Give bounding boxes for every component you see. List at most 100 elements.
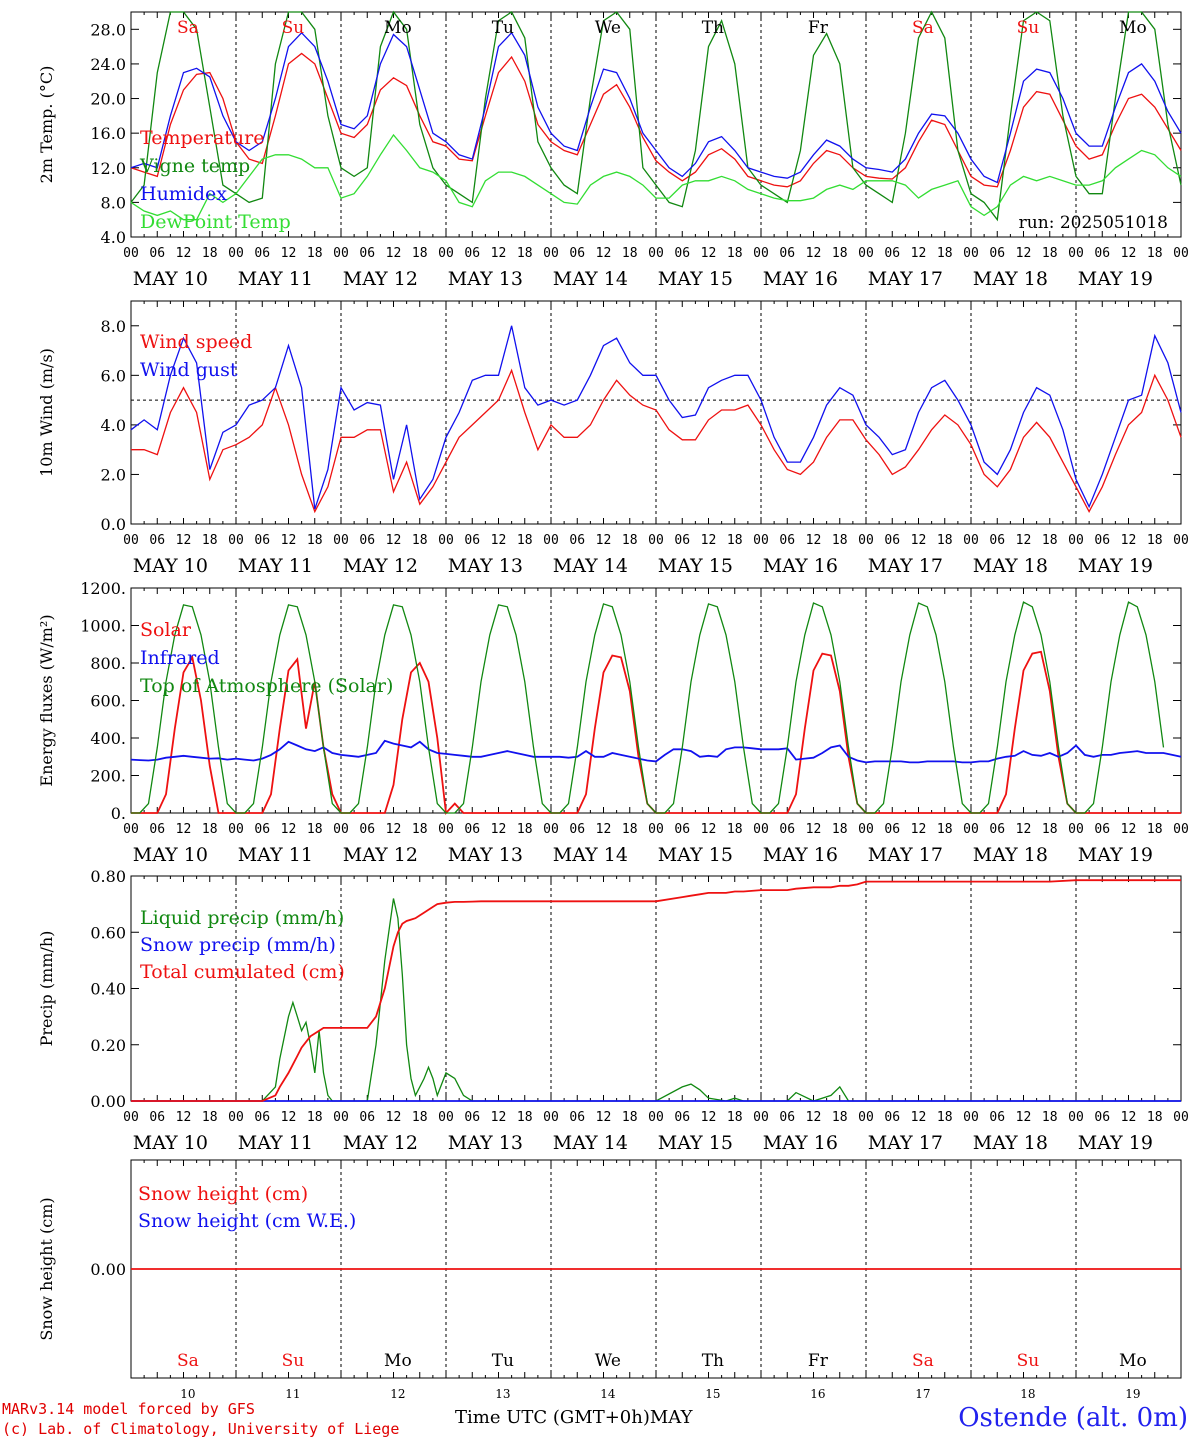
hour-label: 06 <box>989 1110 1005 1125</box>
day-number-label: 16 <box>810 1387 825 1401</box>
hour-label: 06 <box>779 246 795 261</box>
hour-label: 00 <box>438 822 454 837</box>
date-label: MAY 10 <box>133 268 208 290</box>
date-label: MAY 10 <box>133 555 208 577</box>
hour-label: 18 <box>622 1110 638 1125</box>
hour-label: 00 <box>1068 533 1084 548</box>
weekday-label: Sa <box>177 18 199 38</box>
hour-label: 18 <box>517 533 533 548</box>
date-label: MAY 16 <box>763 268 838 290</box>
hour-label: 18 <box>307 533 323 548</box>
hour-label: 12 <box>281 533 297 548</box>
legend-entry: Vigne temp <box>139 155 250 177</box>
hour-label: 12 <box>1016 246 1032 261</box>
weekday-label: Mo <box>384 1351 412 1371</box>
y-tick-label: 16.0 <box>90 124 126 143</box>
hour-label: 00 <box>228 1110 244 1125</box>
y-tick-label: 4.0 <box>101 416 126 435</box>
hour-label: 00 <box>333 533 349 548</box>
hour-label: 12 <box>176 1110 192 1125</box>
hour-label: 06 <box>464 822 480 837</box>
day-number-label: 15 <box>705 1387 720 1401</box>
hour-label: 06 <box>359 822 375 837</box>
plot-frame <box>130 587 1182 814</box>
date-label: MAY 18 <box>973 1132 1048 1154</box>
date-label: MAY 17 <box>868 268 943 290</box>
hour-label: 18 <box>202 246 218 261</box>
hour-label: 06 <box>359 246 375 261</box>
hour-label: 06 <box>254 822 270 837</box>
date-label: MAY 11 <box>238 844 313 866</box>
hour-label: 18 <box>622 246 638 261</box>
hour-label: 12 <box>176 533 192 548</box>
series-wind-speed <box>131 368 1182 514</box>
date-label: MAY 18 <box>973 555 1048 577</box>
hour-label: 12 <box>1016 1110 1032 1125</box>
hour-label: 12 <box>491 822 507 837</box>
y-tick-label: 8.0 <box>101 193 126 212</box>
hour-label: 06 <box>1094 246 1110 261</box>
hour-label: 12 <box>386 533 402 548</box>
hour-label: 06 <box>464 533 480 548</box>
hour-label: 18 <box>1042 533 1058 548</box>
day-number-label: 17 <box>915 1387 930 1401</box>
weekday-label: Mo <box>1119 1351 1147 1371</box>
hour-label: 00 <box>753 822 769 837</box>
date-label: MAY 12 <box>343 844 418 866</box>
hour-label: 12 <box>701 1110 717 1125</box>
hour-label: 06 <box>569 533 585 548</box>
y-tick-label: 800. <box>90 654 126 673</box>
hour-label: 18 <box>622 822 638 837</box>
time-axis-month: MAY <box>649 1407 693 1428</box>
date-label: MAY 14 <box>553 555 628 577</box>
y-tick-label: 4.0 <box>101 228 126 247</box>
hour-label: 18 <box>937 246 953 261</box>
hour-label: 12 <box>176 822 192 837</box>
hour-label: 06 <box>149 822 165 837</box>
hour-label: 18 <box>622 533 638 548</box>
y-tick-label: 0. <box>111 804 126 823</box>
date-label: MAY 12 <box>343 1132 418 1154</box>
hour-label: 18 <box>202 822 218 837</box>
date-label: MAY 11 <box>238 555 313 577</box>
hour-label: 00 <box>858 246 874 261</box>
y-tick-label: 12.0 <box>90 159 126 178</box>
y-tick-label: 24.0 <box>90 55 126 74</box>
hour-label: 00 <box>648 1110 664 1125</box>
hour-label: 18 <box>937 533 953 548</box>
series-top-of-atmosphere-solar- <box>131 601 1165 814</box>
hour-label: 12 <box>596 246 612 261</box>
weekday-label: Su <box>282 18 305 38</box>
hour-label: 12 <box>1121 822 1137 837</box>
hour-label: 18 <box>727 533 743 548</box>
hour-label: 12 <box>1016 822 1032 837</box>
date-label: MAY 18 <box>973 268 1048 290</box>
legend-entry: Solar <box>140 619 192 641</box>
y-tick-label: 6.0 <box>101 366 126 385</box>
hour-label: 06 <box>254 246 270 261</box>
model-credit: MARv3.14 model forced by GFS <box>2 1400 255 1418</box>
hour-label: 06 <box>779 822 795 837</box>
hour-label: 00 <box>753 1110 769 1125</box>
hour-label: 00 <box>963 246 979 261</box>
legend-entry: Liquid precip (mm/h) <box>140 907 344 929</box>
day-number-label: 10 <box>180 1387 195 1401</box>
hour-label: 00 <box>438 533 454 548</box>
date-label: MAY 13 <box>448 1132 523 1154</box>
panel-4: 0.00 0.20 0.40 0.60 0.80 Precip (mm/h) Liquid … <box>37 867 1189 1154</box>
y-tick-label: 0.00 <box>90 1260 126 1279</box>
hour-label: 06 <box>884 246 900 261</box>
series-total-cumulated-cm- <box>131 879 1181 1102</box>
hour-label: 18 <box>937 822 953 837</box>
date-label: MAY 12 <box>343 268 418 290</box>
y-tick-label: 0.80 <box>90 867 126 886</box>
y-axis-label: Precip (mm/h) <box>37 931 56 1047</box>
legend-entry: Snow precip (mm/h) <box>140 934 336 956</box>
hour-label: 12 <box>911 822 927 837</box>
date-label: MAY 19 <box>1078 1132 1153 1154</box>
hour-label: 00 <box>963 1110 979 1125</box>
date-label: MAY 14 <box>553 1132 628 1154</box>
date-label: MAY 18 <box>973 844 1048 866</box>
hour-label: 00 <box>648 246 664 261</box>
hour-label: 18 <box>832 533 848 548</box>
